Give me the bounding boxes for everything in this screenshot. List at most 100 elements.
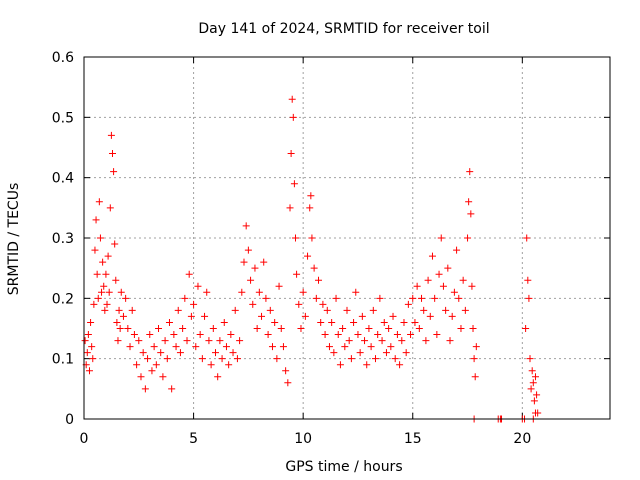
data-point xyxy=(345,337,353,345)
x-tick-label: 15 xyxy=(404,431,422,447)
data-point xyxy=(100,282,108,290)
data-point xyxy=(231,306,239,314)
data-point xyxy=(139,349,147,357)
data-point xyxy=(287,150,295,158)
data-point xyxy=(465,198,473,206)
data-point xyxy=(122,294,130,302)
data-point xyxy=(161,337,169,345)
data-point xyxy=(407,331,415,339)
data-point xyxy=(341,343,349,351)
data-point xyxy=(334,331,342,339)
data-point xyxy=(389,312,397,320)
data-point xyxy=(387,343,395,351)
data-point xyxy=(457,325,465,332)
y-tick-label: 0.6 xyxy=(52,50,74,66)
data-point xyxy=(115,306,123,314)
data-point xyxy=(203,288,211,296)
data-point xyxy=(144,355,152,363)
data-point xyxy=(268,343,276,351)
data-point xyxy=(467,210,475,218)
data-point xyxy=(112,276,120,284)
data-point xyxy=(299,288,307,296)
data-point xyxy=(111,240,119,248)
data-point xyxy=(347,355,355,363)
data-point xyxy=(214,373,222,381)
data-point xyxy=(308,234,316,242)
data-point xyxy=(336,361,344,369)
data-point xyxy=(288,95,296,103)
data-point xyxy=(150,343,158,351)
data-point xyxy=(391,355,399,363)
data-point xyxy=(398,337,406,345)
data-point xyxy=(124,325,132,332)
y-tick-label: 0.3 xyxy=(52,231,74,247)
data-point xyxy=(266,306,274,314)
data-point xyxy=(187,312,195,320)
data-point xyxy=(135,337,143,345)
data-point xyxy=(289,113,297,121)
y-tick-label: 0.2 xyxy=(52,291,74,307)
data-point xyxy=(194,282,202,290)
x-tick-label: 0 xyxy=(80,431,89,447)
data-point xyxy=(455,294,463,302)
data-point xyxy=(295,300,303,308)
data-point xyxy=(93,270,101,278)
data-point xyxy=(422,337,430,345)
data-point xyxy=(380,318,388,326)
data-point xyxy=(356,349,364,357)
data-point xyxy=(238,288,246,296)
x-tick-label: 10 xyxy=(294,431,312,447)
data-point xyxy=(89,355,97,363)
data-point xyxy=(365,325,373,332)
data-point xyxy=(376,294,384,302)
data-point xyxy=(529,379,537,387)
data-point xyxy=(253,325,261,332)
data-point xyxy=(437,234,445,242)
data-point xyxy=(284,379,292,387)
data-point xyxy=(293,270,301,278)
data-point xyxy=(152,361,160,369)
data-point xyxy=(130,331,138,339)
data-point xyxy=(321,331,329,339)
data-point xyxy=(179,325,187,332)
x-axis-label: GPS time / hours xyxy=(285,459,402,475)
data-point xyxy=(527,385,535,393)
data-point xyxy=(172,343,180,351)
data-point xyxy=(369,306,377,314)
data-point xyxy=(310,264,318,272)
data-point xyxy=(319,300,327,308)
data-point xyxy=(279,343,287,351)
data-point xyxy=(242,222,250,230)
data-point xyxy=(325,343,333,351)
data-point xyxy=(209,325,217,332)
data-point xyxy=(304,252,312,260)
data-point xyxy=(212,349,219,357)
axis-ticks: 0 0.1 0.2 0.3 0.4 0.5 0.6 0 5 10 15 20 xyxy=(52,50,610,447)
data-point xyxy=(105,288,113,296)
data-point xyxy=(201,312,209,320)
data-point xyxy=(528,367,536,375)
data-point xyxy=(466,168,474,176)
data-point xyxy=(350,318,358,326)
data-point xyxy=(251,264,259,272)
data-point xyxy=(354,331,362,339)
data-point xyxy=(271,318,279,326)
data-point xyxy=(207,361,215,369)
data-point xyxy=(92,216,100,224)
data-point xyxy=(91,246,99,254)
y-tick-label: 0 xyxy=(65,412,74,428)
data-point xyxy=(343,306,351,314)
data-point xyxy=(411,318,419,326)
data-point xyxy=(196,331,204,339)
data-point xyxy=(435,270,443,278)
data-point xyxy=(85,367,93,375)
data-point xyxy=(216,337,224,345)
data-point xyxy=(367,343,375,351)
y-axis-label: SRMTID / TECUs xyxy=(6,183,22,296)
data-point xyxy=(159,373,167,381)
plot-frame xyxy=(83,56,611,420)
data-point xyxy=(126,343,134,351)
data-point xyxy=(260,258,268,266)
data-point xyxy=(264,331,272,339)
